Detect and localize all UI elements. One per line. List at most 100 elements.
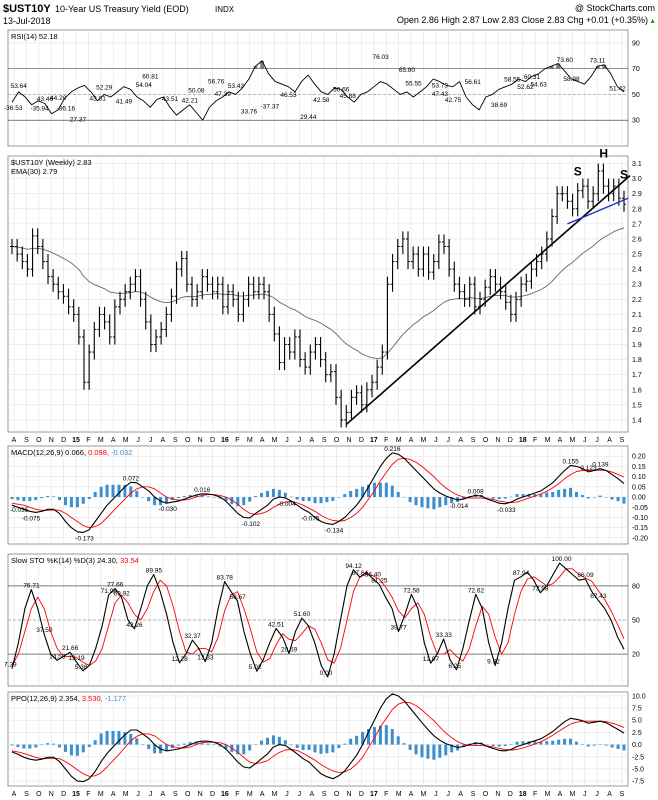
macd-histogram-bar	[28, 497, 32, 502]
value-label: 52.62	[517, 84, 534, 91]
macd-histogram-bar	[129, 486, 133, 498]
macd-histogram-bar	[592, 497, 596, 498]
price-bar	[560, 186, 565, 202]
value-label: 58.55	[504, 76, 521, 83]
value-label: 44.20	[50, 95, 67, 102]
price-bar	[385, 276, 390, 360]
x-tick-label: M	[569, 791, 575, 798]
ppo-histogram-bar	[242, 744, 246, 755]
price-bar	[303, 352, 308, 375]
ppo-histogram-bar	[313, 744, 317, 753]
price-bar	[30, 228, 35, 277]
x-tick-label: N	[49, 437, 54, 444]
price-bar	[580, 178, 585, 199]
ppo-histogram-bar	[111, 730, 115, 745]
ppo-histogram-bar	[438, 744, 442, 758]
x-tick-label: D	[210, 791, 215, 798]
price-bar	[236, 291, 241, 322]
value-label: -37.37	[261, 104, 280, 111]
macd-histogram-bar	[176, 497, 180, 499]
y-tick-label: -0.10	[632, 515, 648, 522]
chart-description: 10-Year US Treasury Yield (EOD)	[55, 4, 189, 14]
ppo-histogram-bar	[254, 744, 258, 746]
value-label: 77.66	[107, 582, 124, 589]
value-label: -0.033	[497, 507, 516, 514]
macd-histogram-bar	[164, 497, 168, 504]
quote-up-arrow: ▲	[649, 18, 656, 25]
price-bar	[154, 329, 158, 353]
ppo-histogram-bar	[604, 744, 608, 746]
ppo-line	[11, 693, 625, 783]
quote-line: Open 2.86 High 2.87 Low 2.83 Close 2.83 …	[397, 15, 648, 25]
ppo-histogram-bar	[141, 744, 145, 746]
y-tick-label: 50	[632, 92, 640, 99]
price-bar	[457, 276, 462, 300]
ppo-histogram-bar	[414, 744, 418, 755]
macd-panel: -0.20 -0.15 -0.10 -0.05 0.00 0.05 0.10 0.15 0.20…	[7, 445, 648, 545]
ppo-histogram-bar	[260, 740, 264, 745]
value-label: 0.216	[384, 446, 401, 453]
x-tick-label: M	[545, 437, 551, 444]
price-bar	[138, 269, 143, 307]
price-bar	[359, 385, 364, 413]
ppo-histogram-bar	[75, 744, 79, 756]
ppo-histogram-bar	[28, 744, 32, 749]
x-tick-label: M	[123, 437, 129, 444]
price-bar	[40, 238, 45, 270]
ppo-histogram-bar	[212, 744, 216, 746]
panel-legend: Slow STO %K(14) %D(3) 24.30, 33.54	[11, 556, 139, 565]
ppo-histogram-bar	[224, 744, 228, 749]
macd-histogram-bar	[545, 492, 549, 498]
ppo-histogram-bar	[551, 740, 555, 745]
y-tick-label: 1.9	[632, 342, 642, 349]
ppo-histogram-bar	[52, 743, 56, 745]
macd-histogram-bar	[301, 497, 305, 502]
macd-histogram-bar	[485, 497, 489, 498]
macd-histogram-bar	[224, 497, 228, 502]
value-label: 83.78	[217, 575, 234, 582]
price-bar	[15, 238, 20, 262]
ppo-histogram-bar	[444, 744, 448, 756]
price-bar	[462, 284, 467, 307]
y-tick-label: 2.4	[632, 267, 642, 274]
price-bar	[164, 306, 169, 337]
value-label: 0.016	[194, 487, 211, 494]
price-bar	[159, 321, 164, 345]
y-tick-label: 0.05	[632, 484, 646, 491]
value-label: 43.81	[90, 95, 107, 102]
macd-histogram-bar	[384, 482, 388, 498]
watermark: @ StockCharts.com	[575, 3, 655, 13]
ppo-histogram-bar	[63, 744, 67, 752]
value-label: 32.37	[184, 633, 201, 640]
price-bar	[71, 299, 76, 322]
x-tick-label: J	[447, 437, 451, 444]
macd-histogram-bar	[557, 489, 561, 498]
x-tick-label: N	[49, 791, 54, 798]
y-tick-label: -5.0	[632, 766, 644, 773]
x-tick-label: 15	[72, 437, 80, 444]
y-tick-label: 1.7	[632, 372, 642, 379]
rsi-line	[11, 60, 625, 121]
ppo-histogram-bar	[331, 744, 335, 753]
x-tick-label: F	[533, 437, 537, 444]
ppo-histogram-bar	[265, 737, 269, 745]
ppo-histogram-bar	[295, 744, 299, 749]
ppo-histogram-bar	[218, 744, 222, 747]
y-tick-label: 2.5	[632, 252, 642, 259]
macd-histogram-bar	[46, 496, 50, 498]
price-bar	[591, 186, 596, 209]
ppo-histogram-bar	[592, 744, 596, 746]
ppo-histogram-bar	[58, 744, 62, 748]
value-label: 66.67	[229, 594, 246, 601]
price-bar	[313, 336, 318, 360]
macd-histogram-bar	[598, 495, 602, 498]
value-label: 58.98	[563, 76, 580, 83]
value-label: 65.80	[399, 67, 416, 74]
price-bar	[539, 246, 544, 270]
price-bar	[308, 344, 313, 375]
macd-histogram-bar	[182, 496, 186, 498]
macd-histogram-bar	[111, 484, 115, 498]
x-tick-label: J	[149, 791, 153, 798]
value-label: 56.61	[465, 79, 482, 86]
price-bar	[298, 329, 302, 368]
